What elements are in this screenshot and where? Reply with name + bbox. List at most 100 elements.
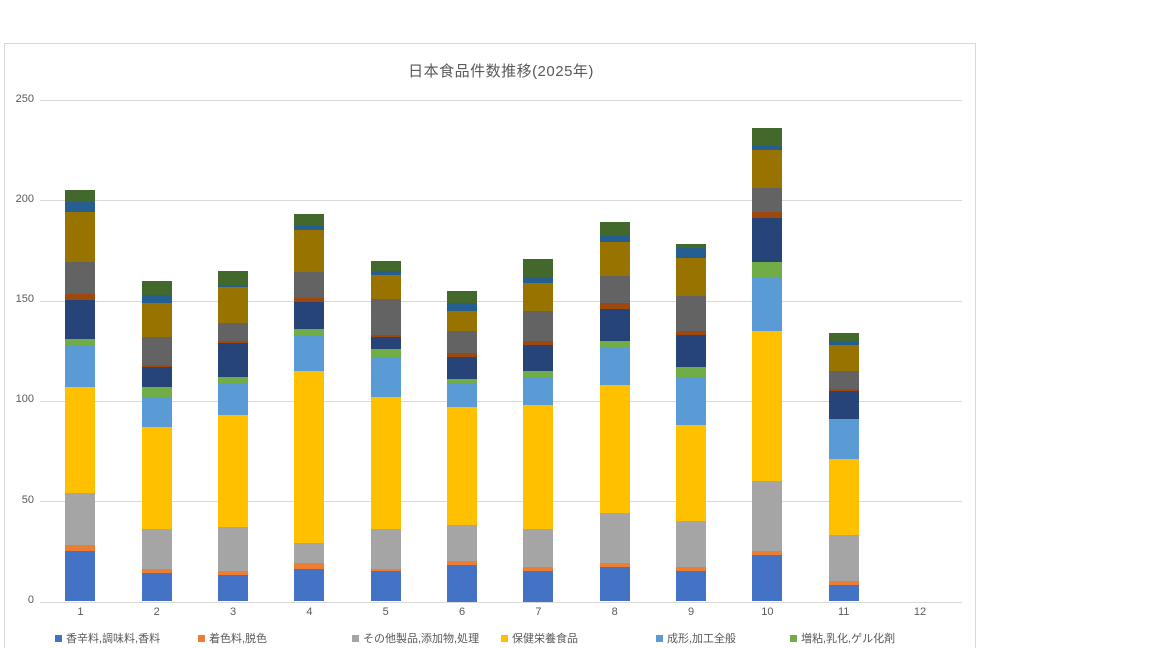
bar-segment-series-8-month-2 — [141, 364, 172, 367]
bar-month-4 — [294, 214, 325, 602]
bar-segment-series-10-month-2 — [141, 302, 172, 337]
bar-segment-series-5-month-4 — [294, 334, 325, 371]
bar-month-11 — [828, 332, 859, 602]
legend-item-6: 増粘,乳化,ゲル化剤 — [790, 631, 895, 645]
bar-segment-series-12-month-11 — [828, 332, 859, 341]
bar-segment-series-4-month-5 — [370, 396, 401, 530]
bar-segment-series-7-month-10 — [752, 218, 783, 263]
bar-segment-series-10-month-4 — [294, 230, 325, 273]
bar-segment-series-8-month-8 — [599, 302, 630, 309]
y-tick-label-0: 0 — [27, 594, 34, 606]
legend-swatch-icon — [352, 634, 359, 642]
bar-segment-series-5-month-3 — [218, 382, 249, 415]
y-tick-label-150: 150 — [15, 293, 34, 306]
x-tick-label-1: 1 — [77, 606, 84, 618]
bar-segment-series-12-month-5 — [370, 260, 401, 271]
x-tick-label-8: 8 — [611, 606, 618, 618]
bar-segment-series-11-month-2 — [141, 294, 172, 303]
bar-segment-series-5-month-11 — [828, 418, 859, 460]
bar-segment-series-3-month-11 — [828, 535, 859, 582]
bar-segment-series-7-month-5 — [370, 336, 401, 349]
bar-segment-series-6-month-2 — [141, 386, 172, 397]
bar-month-3 — [218, 270, 249, 602]
bar-segment-series-6-month-4 — [294, 328, 325, 335]
bar-segment-series-11-month-11 — [828, 340, 859, 345]
bar-month-7 — [523, 258, 554, 602]
legend-label: 成形,加工全般 — [667, 633, 737, 645]
bar-month-9 — [676, 244, 706, 602]
bar-segment-series-11-month-5 — [370, 270, 401, 275]
gridline-200 — [40, 200, 962, 202]
bar-segment-series-7-month-7 — [523, 344, 554, 371]
legend-label: 香辛料,調味料,香料 — [66, 633, 161, 645]
bar-segment-series-10-month-3 — [218, 286, 249, 323]
bar-segment-series-9-month-4 — [294, 272, 325, 299]
bar-segment-series-7-month-1 — [65, 300, 96, 339]
bar-segment-series-5-month-1 — [65, 344, 96, 387]
bar-segment-series-3-month-3 — [218, 527, 249, 572]
bar-segment-series-8-month-1 — [65, 294, 96, 301]
legend-label: 保健栄養食品 — [512, 633, 578, 645]
bar-segment-series-10-month-6 — [447, 310, 477, 331]
bar-segment-series-8-month-11 — [828, 388, 859, 391]
bar-segment-series-7-month-2 — [141, 366, 172, 387]
bar-segment-series-1-month-3 — [218, 575, 249, 602]
x-tick-label-7: 7 — [535, 606, 542, 618]
bar-segment-series-1-month-8 — [599, 567, 630, 602]
bar-segment-series-6-month-9 — [676, 366, 706, 377]
bar-segment-series-2-month-6 — [447, 561, 477, 566]
x-tick-label-3: 3 — [230, 606, 237, 618]
bar-segment-series-4-month-8 — [599, 384, 630, 514]
y-tick-label-200: 200 — [15, 192, 34, 205]
bar-segment-series-1-month-1 — [65, 551, 96, 602]
bar-segment-series-5-month-9 — [676, 376, 706, 425]
bar-segment-series-11-month-7 — [523, 276, 554, 283]
bar-segment-series-1-month-7 — [523, 571, 554, 602]
bar-segment-series-1-month-5 — [370, 571, 401, 602]
bar-segment-series-6-month-3 — [218, 376, 249, 383]
bar-segment-series-3-month-7 — [523, 529, 554, 568]
bar-segment-series-1-month-11 — [828, 585, 859, 602]
bar-segment-series-5-month-7 — [523, 376, 554, 405]
legend-swatch-icon — [656, 634, 663, 642]
bar-segment-series-7-month-6 — [447, 356, 477, 379]
bar-segment-series-5-month-10 — [752, 278, 783, 331]
bar-segment-series-4-month-10 — [752, 330, 783, 482]
bar-segment-series-10-month-5 — [370, 274, 401, 299]
bar-segment-series-11-month-1 — [65, 202, 96, 213]
bar-segment-series-5-month-6 — [447, 382, 477, 407]
bar-segment-series-3-month-6 — [447, 525, 477, 562]
bar-segment-series-2-month-2 — [141, 569, 172, 574]
bar-month-8 — [599, 222, 630, 602]
bar-segment-series-9-month-6 — [447, 330, 477, 353]
bar-segment-series-3-month-4 — [294, 543, 325, 564]
bar-segment-series-1-month-9 — [676, 571, 706, 602]
bar-segment-series-5-month-8 — [599, 346, 630, 385]
bar-segment-series-8-month-4 — [294, 298, 325, 303]
bar-month-6 — [447, 290, 477, 602]
bar-segment-series-4-month-1 — [65, 386, 96, 493]
bar-segment-series-9-month-9 — [676, 296, 706, 331]
gridline-150 — [40, 300, 962, 302]
legend-item-1: 香辛料,調味料,香料 — [55, 631, 160, 645]
bar-month-5 — [370, 260, 401, 602]
bar-segment-series-7-month-11 — [828, 390, 859, 419]
bar-segment-series-11-month-3 — [218, 284, 249, 287]
bar-segment-series-6-month-5 — [370, 348, 401, 357]
y-tick-label-250: 250 — [15, 92, 34, 105]
bar-segment-series-6-month-7 — [523, 370, 554, 377]
bar-segment-series-12-month-8 — [599, 222, 630, 237]
bar-segment-series-9-month-7 — [523, 310, 554, 341]
bar-segment-series-9-month-3 — [218, 322, 249, 341]
bar-segment-series-12-month-4 — [294, 214, 325, 227]
bar-segment-series-11-month-10 — [752, 146, 783, 151]
legend-swatch-icon — [55, 634, 62, 642]
bar-segment-series-2-month-10 — [752, 551, 783, 556]
bar-segment-series-8-month-5 — [370, 334, 401, 337]
legend-item-2: 着色料,脱色 — [198, 631, 267, 645]
bar-segment-series-2-month-4 — [294, 563, 325, 570]
x-tick-label-2: 2 — [153, 606, 160, 618]
bar-segment-series-8-month-6 — [447, 352, 477, 357]
bar-segment-series-7-month-8 — [599, 308, 630, 341]
